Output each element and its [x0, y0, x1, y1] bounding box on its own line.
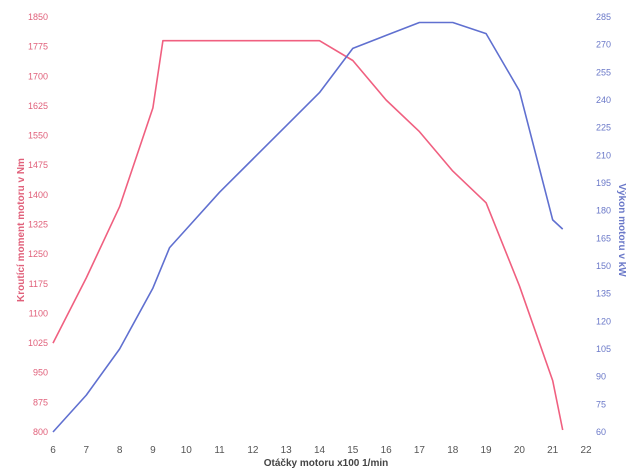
left-tick-label: 1325 [28, 220, 48, 230]
x-tick-label: 14 [314, 445, 326, 456]
right-axis-ticks: 285 270 255 240 225 210 195 180 165 150 135 120 105 9… [596, 12, 611, 437]
right-tick-label: 270 [596, 40, 611, 50]
right-tick-label: 150 [596, 261, 611, 271]
right-tick-label: 165 [596, 233, 611, 243]
right-tick-label: 60 [596, 427, 606, 437]
x-tick-label: 22 [580, 445, 592, 456]
x-tick-label: 20 [514, 445, 526, 456]
right-tick-label: 135 [596, 289, 611, 299]
left-tick-label: 1550 [28, 131, 48, 141]
x-tick-label: 16 [381, 445, 393, 456]
right-tick-label: 120 [596, 316, 611, 326]
x-tick-label: 18 [447, 445, 459, 456]
right-tick-label: 285 [596, 12, 611, 22]
left-tick-label: 1625 [28, 101, 48, 111]
left-tick-label: 1850 [28, 12, 48, 22]
x-tick-label: 15 [347, 445, 359, 456]
left-tick-label: 1700 [28, 71, 48, 81]
right-tick-label: 180 [596, 206, 611, 216]
left-tick-label: 1100 [29, 308, 48, 318]
left-tick-label: 875 [33, 397, 48, 407]
torque-series-line [52, 39, 564, 431]
plot-lines [52, 21, 564, 433]
right-tick-label: 105 [596, 344, 611, 354]
right-tick-label: 90 [596, 372, 606, 382]
left-tick-label: 1775 [28, 42, 48, 52]
x-tick-label: 21 [547, 445, 559, 456]
x-tick-label: 8 [117, 445, 123, 456]
x-tick-label: 7 [84, 445, 90, 456]
y-left-axis-title: Kroutící moment motoru v Nm [16, 158, 27, 302]
right-tick-label: 225 [596, 123, 611, 133]
right-tick-label: 240 [596, 95, 611, 105]
x-tick-label: 10 [181, 445, 193, 456]
x-tick-label: 9 [150, 445, 156, 456]
x-tick-label: 13 [281, 445, 293, 456]
x-tick-label: 17 [414, 445, 426, 456]
left-tick-label: 1025 [28, 338, 48, 348]
left-tick-label: 1400 [28, 190, 48, 200]
right-tick-label: 210 [596, 150, 611, 160]
left-tick-label: 800 [33, 427, 48, 437]
right-tick-label: 195 [596, 178, 611, 188]
x-axis-title: Otáčky motoru x100 1/min [264, 458, 389, 469]
x-tick-label: 6 [50, 445, 56, 456]
left-tick-label: 950 [33, 368, 48, 378]
y-right-axis-title: Výkon motoru v kW [616, 183, 626, 277]
right-tick-label: 255 [596, 67, 611, 77]
left-tick-label: 1475 [28, 160, 48, 170]
x-tick-label: 11 [214, 445, 225, 456]
x-axis-ticks: 6 7 8 9 10 11 12 13 14 15 16 17 18 19 20 21 22 [50, 445, 592, 456]
left-axis-ticks: 1850 1775 1700 1625 1550 1475 1400 1325 1250 1175… [28, 12, 48, 437]
x-tick-label: 19 [481, 445, 493, 456]
right-tick-label: 75 [596, 399, 606, 409]
left-tick-label: 1175 [29, 279, 48, 289]
x-tick-label: 12 [247, 445, 259, 456]
power-series-line [52, 21, 564, 433]
left-tick-label: 1250 [28, 249, 48, 259]
